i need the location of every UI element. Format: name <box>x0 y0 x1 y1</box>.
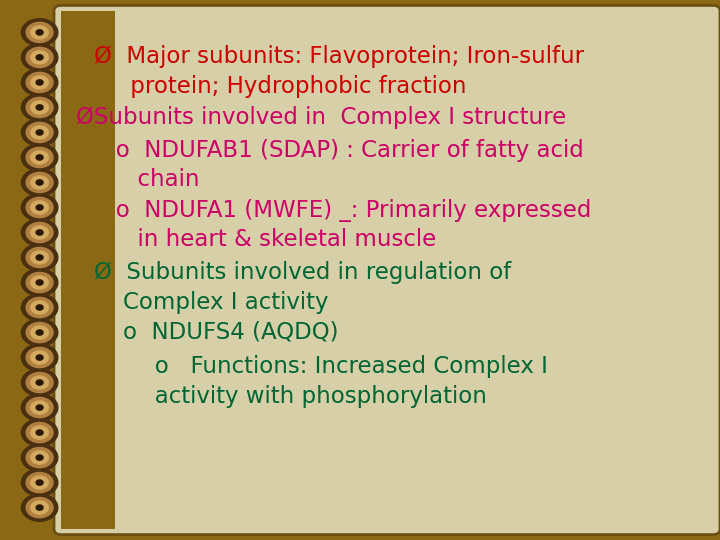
Circle shape <box>31 451 48 464</box>
Text: protein; Hydrophobic fraction: protein; Hydrophobic fraction <box>94 75 466 98</box>
Circle shape <box>22 494 58 521</box>
Circle shape <box>22 244 58 271</box>
Circle shape <box>26 72 53 92</box>
Circle shape <box>26 222 53 242</box>
Text: in heart & skeletal muscle: in heart & skeletal muscle <box>94 228 436 251</box>
Circle shape <box>26 172 53 193</box>
Circle shape <box>22 219 58 246</box>
Circle shape <box>26 147 53 167</box>
Circle shape <box>26 347 53 368</box>
Circle shape <box>22 469 58 496</box>
Circle shape <box>31 201 48 214</box>
Circle shape <box>31 401 48 414</box>
Circle shape <box>22 69 58 96</box>
Circle shape <box>36 430 43 435</box>
FancyBboxPatch shape <box>54 5 720 535</box>
Circle shape <box>31 176 48 189</box>
Circle shape <box>26 298 53 318</box>
Circle shape <box>22 144 58 171</box>
Circle shape <box>22 269 58 296</box>
Circle shape <box>36 55 43 60</box>
Circle shape <box>31 326 48 339</box>
Circle shape <box>31 501 48 514</box>
Circle shape <box>31 426 48 439</box>
Circle shape <box>26 97 53 118</box>
Text: Ø  Major subunits: Flavoprotein; Iron-sulfur: Ø Major subunits: Flavoprotein; Iron-sul… <box>94 45 584 68</box>
Circle shape <box>36 380 43 385</box>
Circle shape <box>26 123 53 143</box>
Text: Complex I activity: Complex I activity <box>94 291 328 314</box>
Circle shape <box>22 319 58 346</box>
Circle shape <box>31 26 48 39</box>
Circle shape <box>26 448 53 468</box>
Circle shape <box>31 301 48 314</box>
Circle shape <box>26 497 53 518</box>
Circle shape <box>36 480 43 485</box>
Circle shape <box>36 205 43 210</box>
Circle shape <box>26 472 53 492</box>
Circle shape <box>31 376 48 389</box>
Circle shape <box>26 422 53 443</box>
Circle shape <box>26 22 53 43</box>
Circle shape <box>22 294 58 321</box>
Circle shape <box>31 51 48 64</box>
Circle shape <box>22 344 58 371</box>
Circle shape <box>36 330 43 335</box>
Circle shape <box>22 19 58 46</box>
Circle shape <box>22 44 58 71</box>
Circle shape <box>31 126 48 139</box>
Circle shape <box>36 355 43 360</box>
Circle shape <box>31 76 48 89</box>
Bar <box>61 11 115 529</box>
Text: activity with phosphorylation: activity with phosphorylation <box>104 386 487 408</box>
Circle shape <box>22 444 58 471</box>
Text: o  NDUFAB1 (SDAP) : Carrier of fatty acid: o NDUFAB1 (SDAP) : Carrier of fatty acid <box>94 139 583 161</box>
Text: ØSubunits involved in  Complex I structure: ØSubunits involved in Complex I structur… <box>76 106 566 129</box>
Circle shape <box>36 255 43 260</box>
Circle shape <box>31 251 48 264</box>
Circle shape <box>22 94 58 121</box>
Circle shape <box>36 405 43 410</box>
Circle shape <box>22 369 58 396</box>
Circle shape <box>36 80 43 85</box>
Circle shape <box>36 505 43 510</box>
Circle shape <box>31 276 48 289</box>
Circle shape <box>36 180 43 185</box>
Circle shape <box>26 247 53 268</box>
Circle shape <box>31 351 48 364</box>
Circle shape <box>31 151 48 164</box>
Circle shape <box>31 226 48 239</box>
Circle shape <box>22 394 58 421</box>
Circle shape <box>36 30 43 35</box>
Circle shape <box>22 419 58 446</box>
Circle shape <box>22 119 58 146</box>
Circle shape <box>26 272 53 293</box>
Text: chain: chain <box>94 168 199 191</box>
Circle shape <box>36 305 43 310</box>
Circle shape <box>36 130 43 135</box>
Circle shape <box>26 198 53 218</box>
Text: o   Functions: Increased Complex I: o Functions: Increased Complex I <box>104 355 548 377</box>
Circle shape <box>31 101 48 114</box>
Circle shape <box>26 322 53 342</box>
Circle shape <box>36 155 43 160</box>
Circle shape <box>22 169 58 196</box>
Text: Ø  Subunits involved in regulation of: Ø Subunits involved in regulation of <box>94 261 511 284</box>
Circle shape <box>36 455 43 460</box>
Circle shape <box>36 105 43 110</box>
Circle shape <box>36 230 43 235</box>
Circle shape <box>26 373 53 393</box>
Circle shape <box>36 280 43 285</box>
Text: o  NDUFS4 (AQDQ): o NDUFS4 (AQDQ) <box>94 321 338 343</box>
Circle shape <box>26 397 53 417</box>
Circle shape <box>26 48 53 68</box>
Text: o  NDUFA1 (MWFE) _: Primarily expressed: o NDUFA1 (MWFE) _: Primarily expressed <box>94 199 591 222</box>
Circle shape <box>22 194 58 221</box>
Circle shape <box>31 476 48 489</box>
